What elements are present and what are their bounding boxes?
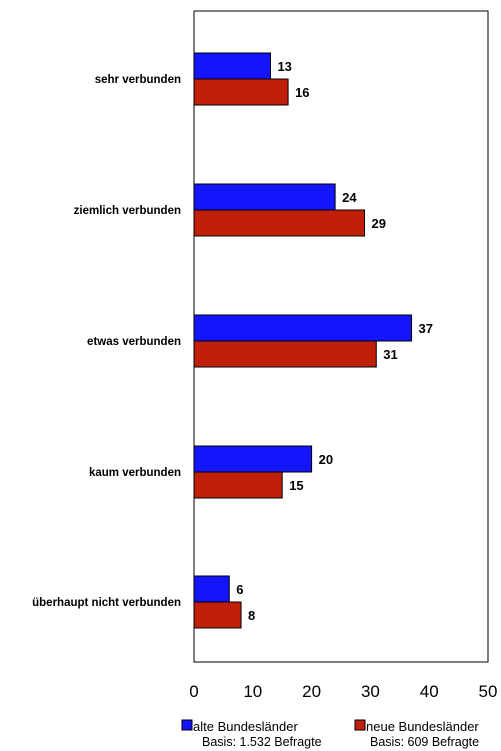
bar-neue [193,601,242,629]
legend-basis-alte: Basis: 1.532 Befragte [202,735,322,749]
bar-neue [193,471,283,499]
data-label: 37 [419,321,433,336]
bar-alte [193,445,313,473]
x-tick-label: 50 [479,682,498,701]
legend-swatch-alte [181,719,193,731]
x-tick-label: 40 [420,682,439,701]
category-label: etwas verbunden [87,336,181,348]
bar-alte [193,314,413,342]
bar-neue [193,340,377,368]
x-tick-label: 0 [189,682,198,701]
legend-basis-neue: Basis: 609 Befragte [370,735,479,749]
legend: alte Bundesländer Basis: 1.532 Befragte … [181,719,479,749]
data-label: 16 [295,85,309,100]
legend-label-neue: neue Bundesländer [366,719,479,734]
category-label: überhaupt nicht verbunden [32,597,181,609]
data-label: 15 [289,478,303,493]
x-tick-label: 10 [243,682,262,701]
data-label: 13 [277,59,291,74]
category-label: ziemlich verbunden [74,205,181,217]
data-label: 8 [248,608,255,623]
data-label: 20 [319,452,333,467]
x-axis-ticks: 0 10 20 30 40 50 [189,682,497,701]
bar-alte [193,52,271,80]
x-tick-label: 20 [302,682,321,701]
category-label: kaum verbunden [89,467,181,479]
bar-neue [193,209,366,237]
bar-alte [193,575,230,603]
bar-neue [193,78,289,106]
data-label: 29 [372,216,386,231]
data-label: 31 [383,347,397,362]
chart-marks: sehr verbunden 13 16 ziemlich verbunden 24 29… [32,52,433,629]
x-tick-label: 30 [361,682,380,701]
bar-alte [193,183,336,211]
legend-label-alte: alte Bundesländer [193,719,298,734]
category-label: sehr verbunden [95,74,181,86]
data-label: 6 [236,582,243,597]
legend-swatch-neue [354,719,366,731]
data-label: 24 [342,190,357,205]
